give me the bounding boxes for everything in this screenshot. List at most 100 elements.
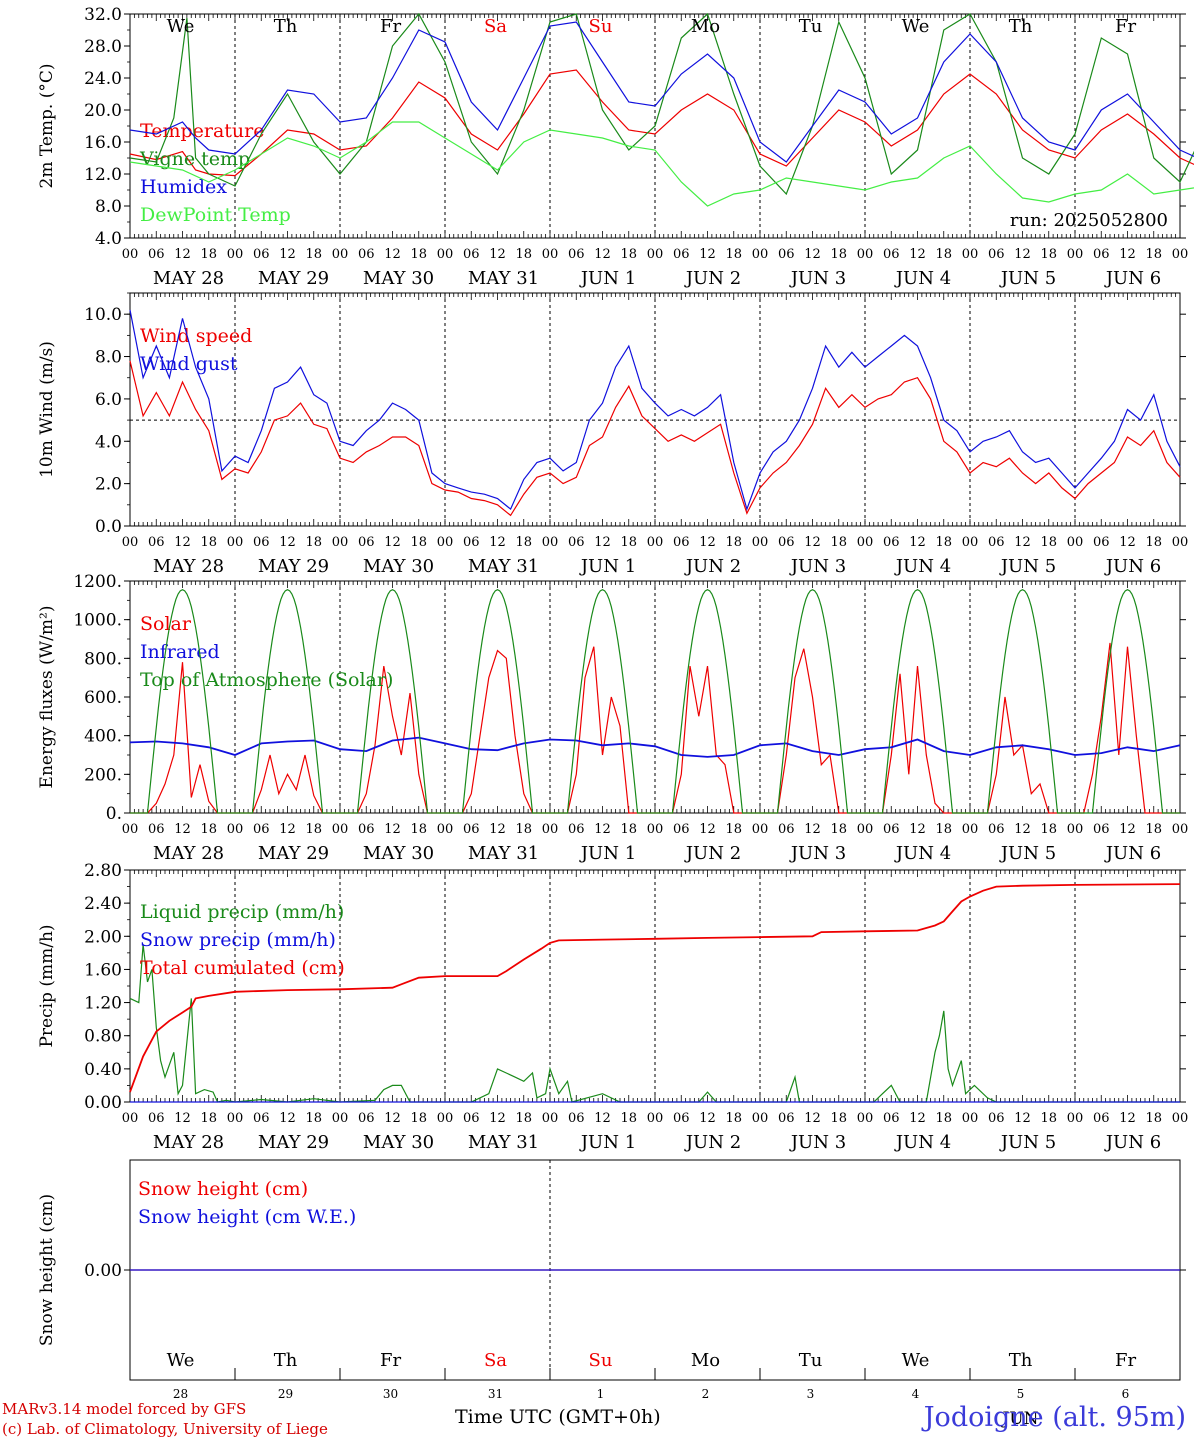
series-line-temp-0 xyxy=(129,69,1194,177)
hour-tick-label: 18 xyxy=(200,247,217,262)
date-label: JUN 1 xyxy=(579,556,636,577)
date-label: MAY 31 xyxy=(468,843,539,864)
date-label: MAY 29 xyxy=(258,1132,329,1153)
hour-tick-label: 18 xyxy=(1145,247,1162,262)
series-line-temp-2 xyxy=(129,21,1194,163)
hour-tick-label: 12 xyxy=(594,247,611,262)
date-label: JUN 5 xyxy=(999,1132,1056,1153)
hour-tick-label: 18 xyxy=(305,822,322,837)
hour-tick-label: 00 xyxy=(227,1111,244,1126)
hour-tick-label: 12 xyxy=(909,247,926,262)
y-tick-label: 16.0 xyxy=(84,133,122,153)
hour-tick-label: 00 xyxy=(437,535,454,550)
hour-tick-label: 12 xyxy=(1014,247,1031,262)
hour-tick-label: 12 xyxy=(594,822,611,837)
date-label: JUN 3 xyxy=(789,268,846,289)
day-name-label: Fr xyxy=(1115,1350,1136,1371)
hour-tick-label: 18 xyxy=(935,247,952,262)
day-number-label: 31 xyxy=(488,1387,503,1401)
y-axis-label: Precip (mm/h) xyxy=(37,924,57,1047)
hour-tick-label: 00 xyxy=(227,535,244,550)
y-tick-label: 0.40 xyxy=(84,1060,122,1080)
hour-tick-label: 00 xyxy=(437,247,454,262)
date-label: JUN 5 xyxy=(999,843,1056,864)
series-line-temp-3 xyxy=(129,121,1194,207)
hour-tick-label: 00 xyxy=(542,535,559,550)
y-tick-label: 6.0 xyxy=(95,390,122,410)
hour-tick-label: 00 xyxy=(1067,822,1084,837)
y-tick-label: 2.40 xyxy=(84,894,122,914)
hour-tick-label: 00 xyxy=(122,822,139,837)
day-name-label: Su xyxy=(589,1350,613,1371)
hour-tick-label: 06 xyxy=(148,247,165,262)
y-tick-label: 400. xyxy=(84,727,122,747)
panel-precip: 00 06 12 18 00 06 12 18 00 06 12 18 00 06 12 18 00 06 12 18… xyxy=(37,861,1188,1153)
y-tick-label: 1200. xyxy=(73,572,122,592)
legend-entry: Wind gust xyxy=(140,353,238,375)
y-tick-label: 1.60 xyxy=(84,960,122,980)
legend-entry: Solar xyxy=(140,613,192,635)
date-label: JUN 1 xyxy=(579,1132,636,1153)
hour-tick-label: 18 xyxy=(1145,535,1162,550)
hour-tick-label: 12 xyxy=(489,1111,506,1126)
hour-tick-label: 18 xyxy=(515,822,532,837)
date-label: JUN 5 xyxy=(999,268,1056,289)
hour-tick-label: 06 xyxy=(988,822,1005,837)
date-label: MAY 29 xyxy=(258,556,329,577)
hour-tick-label: 06 xyxy=(778,822,795,837)
date-label: MAY 29 xyxy=(258,268,329,289)
day-name-label: Fr xyxy=(380,16,401,37)
hour-tick-label: 12 xyxy=(1119,247,1136,262)
hour-tick-label: 18 xyxy=(515,535,532,550)
day-name-label: We xyxy=(902,16,930,37)
date-label: MAY 28 xyxy=(153,843,224,864)
day-number-label: 2 xyxy=(702,1387,710,1401)
hour-tick-label: 18 xyxy=(620,247,637,262)
day-name-label: Fr xyxy=(1115,16,1136,37)
date-label: MAY 31 xyxy=(468,1132,539,1153)
y-tick-label: 4.0 xyxy=(95,229,122,249)
date-label: MAY 31 xyxy=(468,268,539,289)
hour-tick-label: 00 xyxy=(332,1111,349,1126)
hour-tick-label: 06 xyxy=(883,1111,900,1126)
hour-tick-label: 00 xyxy=(752,822,769,837)
day-name-label: Sa xyxy=(484,16,507,37)
hour-tick-label: 18 xyxy=(410,535,427,550)
day-name-label: Sa xyxy=(484,1350,507,1371)
hour-tick-label: 06 xyxy=(883,535,900,550)
hour-tick-label: 12 xyxy=(909,822,926,837)
y-tick-label: 20.0 xyxy=(84,101,122,121)
y-tick-label: 28.0 xyxy=(84,37,122,57)
y-tick-label: 0. xyxy=(106,804,122,824)
y-tick-label: 1000. xyxy=(73,611,122,631)
series-line-energy-0 xyxy=(130,642,1180,814)
hour-tick-label: 00 xyxy=(857,1111,874,1126)
date-label: MAY 31 xyxy=(468,556,539,577)
hour-tick-label: 06 xyxy=(568,535,585,550)
hour-tick-label: 12 xyxy=(1119,1111,1136,1126)
hour-tick-label: 00 xyxy=(647,535,664,550)
hour-tick-label: 06 xyxy=(568,247,585,262)
hour-tick-label: 18 xyxy=(305,247,322,262)
legend-entry: Snow height (cm W.E.) xyxy=(138,1206,356,1228)
hour-tick-label: 18 xyxy=(1145,1111,1162,1126)
hour-tick-label: 06 xyxy=(358,247,375,262)
y-axis-label: Snow height (cm) xyxy=(37,1194,57,1346)
legend-entry: Snow precip (mm/h) xyxy=(140,929,336,951)
hour-tick-label: 18 xyxy=(830,535,847,550)
day-name-label: Th xyxy=(274,16,298,37)
hour-tick-label: 18 xyxy=(1040,535,1057,550)
hour-tick-label: 00 xyxy=(437,1111,454,1126)
day-number-label: 29 xyxy=(278,1387,293,1401)
hour-tick-label: 00 xyxy=(1172,1111,1189,1126)
hour-tick-label: 12 xyxy=(1014,535,1031,550)
y-tick-label: 0.00 xyxy=(84,1093,122,1113)
hour-tick-label: 00 xyxy=(122,247,139,262)
date-label: JUN 3 xyxy=(789,1132,846,1153)
hour-tick-label: 12 xyxy=(279,535,296,550)
panel-temp: 00 06 12 18 00 06 12 18 00 06 12 18 00 06 12 18 00 06 12 18… xyxy=(37,5,1194,289)
hour-tick-label: 06 xyxy=(253,247,270,262)
hour-tick-label: 18 xyxy=(515,247,532,262)
hour-tick-label: 18 xyxy=(935,822,952,837)
hour-tick-label: 12 xyxy=(804,1111,821,1126)
